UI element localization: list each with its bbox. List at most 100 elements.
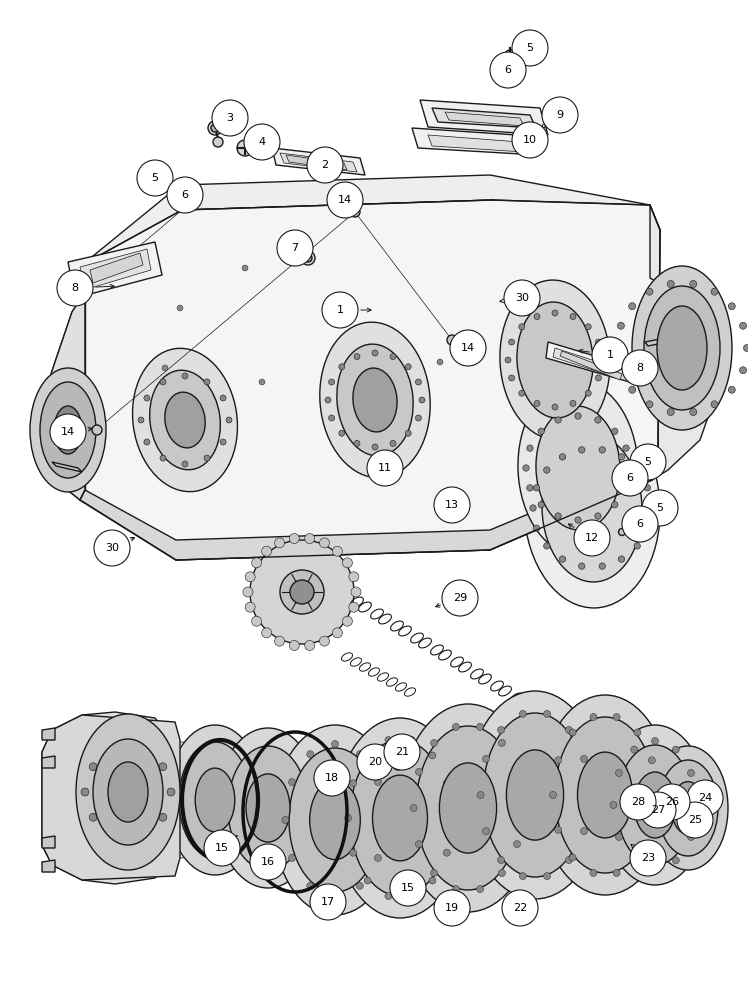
- Circle shape: [390, 354, 396, 360]
- Circle shape: [687, 770, 695, 776]
- Text: 5: 5: [152, 173, 159, 183]
- Ellipse shape: [179, 742, 251, 858]
- Circle shape: [415, 415, 421, 421]
- Circle shape: [375, 854, 381, 861]
- Circle shape: [574, 413, 581, 419]
- Circle shape: [304, 254, 312, 262]
- Circle shape: [449, 814, 456, 822]
- Circle shape: [599, 563, 605, 569]
- Circle shape: [275, 538, 284, 548]
- Polygon shape: [42, 292, 85, 500]
- Circle shape: [204, 379, 210, 385]
- Circle shape: [159, 763, 167, 771]
- Circle shape: [620, 784, 656, 820]
- Circle shape: [393, 760, 403, 770]
- Text: 11: 11: [378, 463, 392, 473]
- Ellipse shape: [648, 746, 728, 870]
- Circle shape: [644, 485, 651, 491]
- Circle shape: [137, 160, 173, 196]
- Circle shape: [450, 330, 486, 366]
- Ellipse shape: [506, 750, 563, 840]
- Ellipse shape: [228, 746, 308, 870]
- Ellipse shape: [250, 540, 354, 644]
- Circle shape: [89, 813, 97, 821]
- Circle shape: [319, 636, 329, 646]
- Circle shape: [349, 780, 357, 787]
- Circle shape: [405, 364, 411, 370]
- Text: 29: 29: [453, 593, 467, 603]
- Circle shape: [533, 525, 540, 531]
- Circle shape: [578, 563, 585, 569]
- Circle shape: [565, 857, 572, 864]
- Ellipse shape: [536, 406, 620, 530]
- Circle shape: [301, 251, 315, 265]
- Circle shape: [625, 516, 631, 524]
- Circle shape: [212, 100, 248, 136]
- Circle shape: [289, 640, 299, 650]
- Circle shape: [586, 792, 593, 798]
- Circle shape: [220, 395, 226, 401]
- Circle shape: [357, 744, 393, 780]
- Ellipse shape: [617, 745, 693, 865]
- Ellipse shape: [289, 748, 381, 892]
- Circle shape: [453, 886, 459, 893]
- Circle shape: [160, 455, 166, 461]
- Ellipse shape: [542, 434, 642, 582]
- Circle shape: [672, 857, 679, 864]
- Text: 2: 2: [322, 160, 328, 170]
- Text: 19: 19: [445, 903, 459, 913]
- Ellipse shape: [273, 725, 397, 915]
- Circle shape: [634, 543, 640, 549]
- Polygon shape: [42, 728, 55, 740]
- Circle shape: [652, 738, 658, 744]
- Ellipse shape: [290, 580, 314, 604]
- Polygon shape: [42, 836, 55, 848]
- Circle shape: [512, 122, 548, 158]
- Circle shape: [415, 379, 421, 385]
- Circle shape: [649, 826, 655, 833]
- Polygon shape: [42, 715, 180, 880]
- Circle shape: [343, 616, 352, 626]
- Text: 12: 12: [585, 533, 599, 543]
- Circle shape: [565, 726, 572, 733]
- Circle shape: [314, 760, 350, 796]
- Circle shape: [631, 857, 638, 864]
- Ellipse shape: [216, 728, 320, 888]
- Ellipse shape: [439, 763, 497, 853]
- Circle shape: [687, 780, 723, 816]
- Ellipse shape: [632, 266, 732, 430]
- Ellipse shape: [658, 760, 718, 856]
- Circle shape: [182, 373, 188, 379]
- Polygon shape: [553, 348, 632, 382]
- Circle shape: [690, 409, 697, 416]
- Circle shape: [687, 834, 695, 840]
- Ellipse shape: [644, 286, 720, 410]
- Circle shape: [617, 367, 625, 374]
- Text: 24: 24: [698, 793, 712, 803]
- Circle shape: [159, 813, 167, 821]
- Ellipse shape: [350, 740, 450, 896]
- Circle shape: [345, 814, 352, 822]
- Circle shape: [519, 390, 525, 396]
- Circle shape: [226, 417, 232, 423]
- Circle shape: [322, 292, 358, 328]
- Text: 6: 6: [182, 190, 188, 200]
- Ellipse shape: [310, 780, 361, 860]
- Ellipse shape: [603, 725, 707, 885]
- Ellipse shape: [540, 695, 670, 895]
- Circle shape: [630, 444, 666, 480]
- Ellipse shape: [467, 691, 603, 899]
- Circle shape: [275, 636, 284, 646]
- Polygon shape: [68, 242, 162, 298]
- Text: 8: 8: [72, 283, 79, 293]
- Circle shape: [349, 602, 359, 612]
- Circle shape: [505, 357, 511, 363]
- Circle shape: [497, 857, 505, 864]
- Circle shape: [245, 602, 255, 612]
- Ellipse shape: [132, 348, 237, 492]
- Circle shape: [477, 792, 484, 798]
- Circle shape: [476, 723, 484, 730]
- Circle shape: [595, 417, 601, 423]
- Circle shape: [138, 747, 145, 755]
- Circle shape: [289, 534, 299, 544]
